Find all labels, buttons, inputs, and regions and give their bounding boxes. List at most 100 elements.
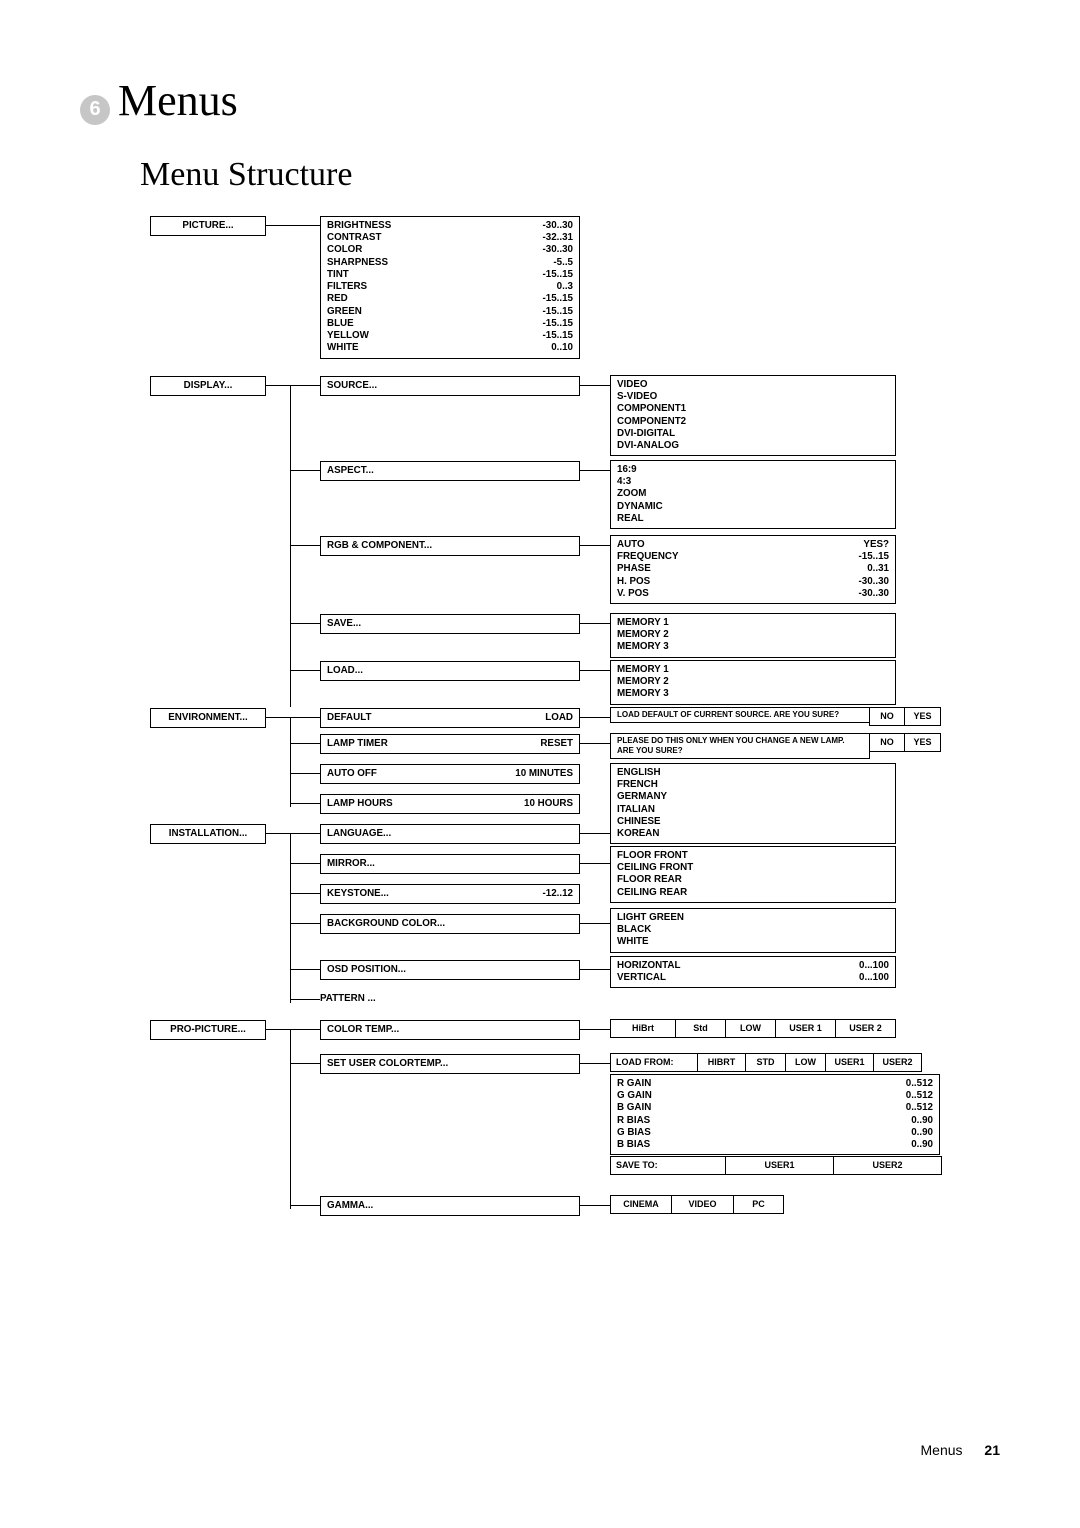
option-button[interactable]: Std bbox=[676, 1019, 726, 1038]
option-button[interactable]: HiBrt bbox=[610, 1019, 676, 1038]
env-lamptimer: LAMP TIMERRESET bbox=[320, 734, 580, 754]
env-autooff-label: AUTO OFF bbox=[327, 768, 377, 780]
list-item: CONTRAST-32..31 bbox=[327, 232, 573, 244]
yes-button[interactable]: YES bbox=[905, 707, 941, 726]
list-item: KOREAN bbox=[617, 828, 889, 840]
pro-gamma: GAMMA... bbox=[320, 1196, 580, 1216]
option-button[interactable]: STD bbox=[746, 1053, 786, 1072]
option-button[interactable]: USER1 bbox=[826, 1053, 874, 1072]
install-pattern: PATTERN ... bbox=[320, 990, 580, 1008]
install-mirror: MIRROR... bbox=[320, 854, 580, 874]
osd-options: HORIZONTAL0...100VERTICAL0...100 bbox=[610, 956, 896, 988]
mirror-options: FLOOR FRONTCEILING FRONTFLOOR REARCEILIN… bbox=[610, 846, 896, 903]
list-item: VIDEO bbox=[617, 379, 889, 391]
display-load: LOAD... bbox=[320, 661, 580, 681]
option-button[interactable]: LOW bbox=[786, 1053, 826, 1072]
keystone-label: KEYSTONE... bbox=[327, 888, 389, 900]
env-default-label: DEFAULT bbox=[327, 712, 371, 724]
option-button[interactable]: USER 1 bbox=[776, 1019, 836, 1038]
env-default-action: LOAD bbox=[545, 712, 573, 724]
source-options: VIDEOS-VIDEOCOMPONENT1COMPONENT2DVI-DIGI… bbox=[610, 375, 896, 456]
display-rgb: RGB & COMPONENT... bbox=[320, 536, 580, 556]
list-item: DVI-DIGITAL bbox=[617, 428, 889, 440]
list-item: H. POS-30..30 bbox=[617, 576, 889, 588]
strip-label: SAVE TO: bbox=[610, 1156, 726, 1175]
env-lamphours: LAMP HOURS 10 HOURS bbox=[320, 794, 580, 814]
list-item: CEILING FRONT bbox=[617, 862, 889, 874]
install-bgcolor: BACKGROUND COLOR... bbox=[320, 914, 580, 934]
list-item: FLOOR FRONT bbox=[617, 850, 889, 862]
env-lamphours-label: LAMP HOURS bbox=[327, 798, 393, 810]
list-item: MEMORY 3 bbox=[617, 688, 889, 700]
env-autooff: AUTO OFF 10 MINUTES bbox=[320, 764, 580, 784]
pro-setuser: SET USER COLORTEMP... bbox=[320, 1054, 580, 1074]
keystone-range: -12..12 bbox=[542, 888, 573, 900]
list-item: ITALIAN bbox=[617, 804, 889, 816]
list-item: YELLOW-15..15 bbox=[327, 330, 573, 342]
option-button[interactable]: USER 2 bbox=[836, 1019, 896, 1038]
list-item: TINT-15..15 bbox=[327, 269, 573, 281]
pro-colortemp: COLOR TEMP... bbox=[320, 1020, 580, 1040]
list-item: AUTOYES? bbox=[617, 539, 889, 551]
list-item: R GAIN0..512 bbox=[617, 1078, 933, 1090]
list-item: GERMANY bbox=[617, 791, 889, 803]
list-item: MEMORY 3 bbox=[617, 641, 889, 653]
list-item: LIGHT GREEN bbox=[617, 912, 889, 924]
section-title: Menu Structure bbox=[140, 156, 1000, 194]
list-item: FRENCH bbox=[617, 779, 889, 791]
chapter-title: Menus bbox=[118, 75, 238, 126]
option-button[interactable]: VIDEO bbox=[672, 1195, 734, 1214]
root-environment: ENVIRONMENT... bbox=[150, 708, 266, 728]
strip-label: LOAD FROM: bbox=[610, 1053, 698, 1072]
list-item: S-VIDEO bbox=[617, 391, 889, 403]
list-item: COLOR-30..30 bbox=[327, 244, 573, 256]
footer-page-number: 21 bbox=[984, 1442, 1000, 1458]
env-autooff-val: 10 MINUTES bbox=[515, 768, 573, 780]
list-item: BLACK bbox=[617, 924, 889, 936]
page-footer: Menus 21 bbox=[921, 1442, 1001, 1458]
no-button[interactable]: NO bbox=[869, 733, 905, 752]
env-default-msg: LOAD DEFAULT OF CURRENT SOURCE. ARE YOU … bbox=[610, 707, 870, 723]
option-button[interactable]: HIBRT bbox=[698, 1053, 746, 1072]
list-item: GREEN-15..15 bbox=[327, 306, 573, 318]
list-item: MEMORY 1 bbox=[617, 664, 889, 676]
list-item: WHITE0..10 bbox=[327, 342, 573, 354]
list-item: ZOOM bbox=[617, 488, 889, 500]
env-lamptimer-label: LAMP TIMER bbox=[327, 738, 388, 750]
bg-options: LIGHT GREENBLACKWHITE bbox=[610, 908, 896, 953]
env-lamphours-val: 10 HOURS bbox=[524, 798, 573, 810]
install-language: LANGUAGE... bbox=[320, 824, 580, 844]
install-keystone: KEYSTONE... -12..12 bbox=[320, 884, 580, 904]
list-item: R BIAS0..90 bbox=[617, 1115, 933, 1127]
rgb-options: AUTOYES?FREQUENCY-15..15PHASE0..31H. POS… bbox=[610, 535, 896, 604]
list-item: BRIGHTNESS-30..30 bbox=[327, 220, 573, 232]
option-button[interactable]: PC bbox=[734, 1195, 784, 1214]
option-button[interactable]: USER2 bbox=[874, 1053, 922, 1072]
list-item: VERTICAL0...100 bbox=[617, 972, 889, 984]
list-item: FILTERS0..3 bbox=[327, 281, 573, 293]
root-propicture: PRO-PICTURE... bbox=[150, 1020, 266, 1040]
display-source: SOURCE... bbox=[320, 376, 580, 396]
install-osd: OSD POSITION... bbox=[320, 960, 580, 980]
list-item: WHITE bbox=[617, 936, 889, 948]
yes-button[interactable]: YES bbox=[905, 733, 941, 752]
list-item: FLOOR REAR bbox=[617, 874, 889, 886]
list-item: PHASE0..31 bbox=[617, 563, 889, 575]
list-item: SHARPNESS-5..5 bbox=[327, 257, 573, 269]
list-item: CHINESE bbox=[617, 816, 889, 828]
env-default: DEFAULT LOAD bbox=[320, 708, 580, 728]
option-button[interactable]: LOW bbox=[726, 1019, 776, 1038]
list-item: COMPONENT1 bbox=[617, 403, 889, 415]
no-button[interactable]: NO bbox=[869, 707, 905, 726]
list-item: G GAIN0..512 bbox=[617, 1090, 933, 1102]
gain-bias-block: R GAIN0..512G GAIN0..512B GAIN0..512R BI… bbox=[610, 1074, 940, 1155]
list-item: FREQUENCY-15..15 bbox=[617, 551, 889, 563]
option-button[interactable]: USER2 bbox=[834, 1156, 942, 1175]
list-item: RED-15..15 bbox=[327, 293, 573, 305]
list-item: B GAIN0..512 bbox=[617, 1102, 933, 1114]
load-options: MEMORY 1MEMORY 2MEMORY 3 bbox=[610, 660, 896, 705]
list-item: G BIAS0..90 bbox=[617, 1127, 933, 1139]
option-button[interactable]: CINEMA bbox=[610, 1195, 672, 1214]
option-button[interactable]: USER1 bbox=[726, 1156, 834, 1175]
display-aspect: ASPECT... bbox=[320, 461, 580, 481]
